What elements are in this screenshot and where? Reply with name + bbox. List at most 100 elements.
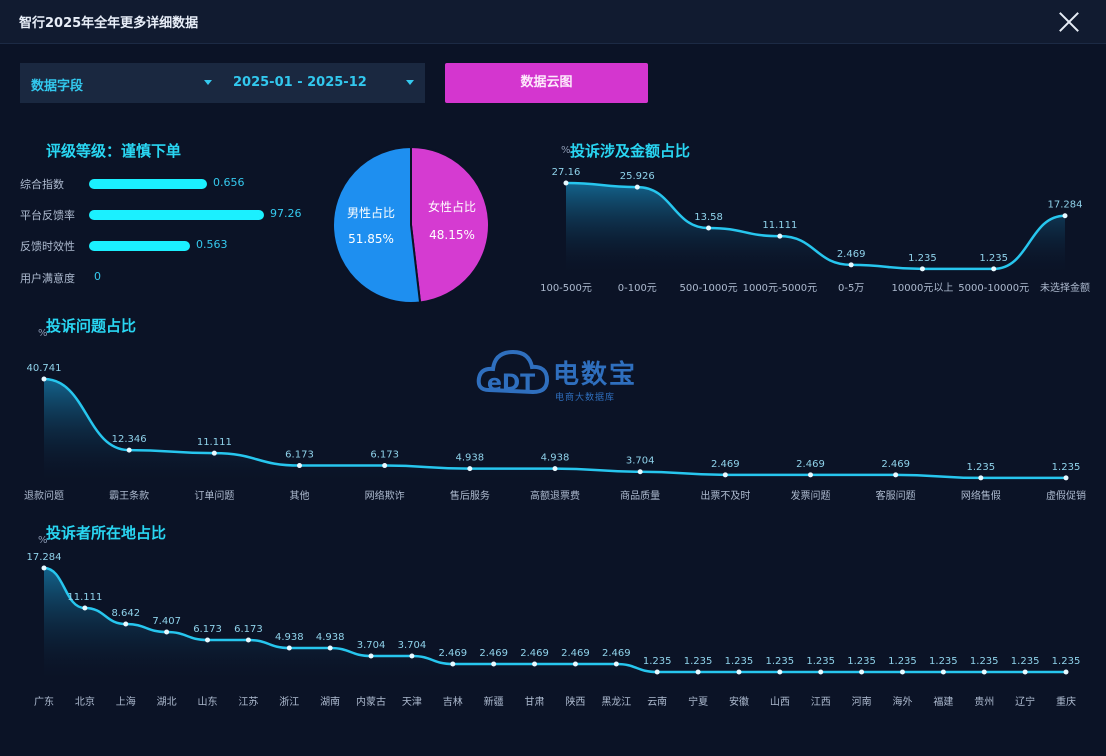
data-point — [164, 629, 170, 635]
data-label: 1.235 — [847, 656, 876, 667]
data-point — [126, 447, 132, 453]
x-tick-label: 湖南 — [320, 695, 340, 708]
data-label: 2.469 — [837, 249, 866, 260]
data-point — [991, 266, 997, 272]
data-label: 2.469 — [520, 648, 549, 659]
data-label: 1.235 — [1052, 462, 1081, 473]
x-tick-label: 天津 — [402, 696, 422, 708]
rating-label: 用户满意度 — [20, 272, 75, 285]
data-point — [777, 669, 783, 675]
data-point — [41, 376, 47, 382]
data-label: 2.469 — [796, 459, 825, 470]
x-tick-label: 广东 — [34, 695, 54, 708]
x-tick-label: 未选择金额 — [1040, 281, 1090, 294]
x-tick-label: 5000-10000元 — [958, 283, 1029, 294]
data-point — [808, 472, 813, 478]
field-select[interactable]: 数据字段 — [20, 63, 222, 103]
x-tick-label: 湖北 — [157, 696, 177, 708]
logo-subtitle: 电商大数据库 — [555, 393, 616, 403]
female-label: 女性占比 — [428, 199, 476, 214]
x-tick-label: 500-1000元 — [679, 283, 737, 294]
data-label: 1.235 — [1011, 656, 1040, 667]
data-point — [981, 669, 987, 675]
rating-bar — [89, 241, 190, 251]
data-label: 1.235 — [970, 656, 999, 667]
close-icon[interactable] — [1056, 9, 1082, 35]
data-label: 1.235 — [806, 656, 835, 667]
x-tick-label: 其他 — [290, 489, 310, 502]
x-tick-label: 退款问题 — [24, 489, 64, 502]
data-label: 13.58 — [694, 212, 723, 223]
rating-value: 97.26 — [270, 207, 302, 220]
data-point — [532, 661, 538, 667]
data-point — [467, 466, 473, 472]
data-point — [859, 669, 865, 675]
problem-chart-title: 投诉问题占比 — [46, 317, 137, 335]
rating-label: 平台反馈率 — [20, 209, 75, 222]
logo-brand: 电数宝 — [553, 360, 638, 390]
window-title: 智行2025年全年更多详细数据 — [19, 16, 199, 31]
rating-row: 平台反馈率 97.26 — [20, 207, 320, 222]
rating-value: 0 — [94, 270, 101, 283]
rating-row: 反馈时效性 0.563 — [20, 238, 320, 253]
data-label: 2.469 — [438, 648, 467, 659]
data-label: 1.235 — [1052, 656, 1081, 667]
data-label: 40.741 — [27, 363, 62, 374]
amount-chart-unit: % — [561, 145, 571, 156]
data-label: 17.284 — [1048, 200, 1083, 211]
data-label: 4.938 — [275, 632, 304, 643]
data-label: 3.704 — [357, 640, 386, 651]
location-chart-unit: % — [38, 535, 48, 546]
data-point — [695, 669, 701, 675]
data-point — [563, 180, 569, 186]
cloud-logo-icon: eDT — [476, 349, 550, 396]
data-label: 6.173 — [370, 450, 399, 461]
x-tick-label: 江苏 — [238, 695, 258, 708]
logo-mark: eDT — [487, 371, 535, 396]
field-select-label: 数据字段 — [31, 79, 84, 94]
x-tick-label: 宁夏 — [688, 695, 708, 708]
data-label: 1.235 — [888, 656, 917, 667]
x-tick-label: 海外 — [892, 695, 912, 708]
x-tick-label: 网络欺诈 — [365, 489, 405, 502]
data-point — [818, 669, 824, 675]
data-point — [41, 565, 47, 571]
data-label: 12.346 — [112, 434, 147, 445]
data-point — [450, 661, 456, 667]
data-point — [899, 669, 905, 675]
data-point — [297, 463, 302, 469]
data-label: 1.235 — [967, 462, 996, 473]
data-label: 25.926 — [620, 171, 655, 182]
data-point — [491, 661, 497, 667]
gender-pie-chart: 男性占比 51.85% 女性占比 48.15% — [332, 145, 490, 304]
x-tick-label: 福建 — [933, 695, 953, 708]
data-label: 1.235 — [979, 253, 1008, 264]
date-range-label: 2025-01 - 2025-12 — [233, 75, 367, 90]
male-pie-slice — [332, 145, 422, 304]
date-range-select[interactable]: 2025-01 - 2025-12 — [222, 63, 425, 103]
x-tick-label: 100-500元 — [540, 283, 592, 294]
x-tick-label: 江西 — [811, 696, 831, 708]
data-label: 6.173 — [285, 450, 314, 461]
data-label: 4.938 — [456, 453, 485, 464]
data-label: 11.111 — [67, 592, 102, 603]
amount-chart-title: 投诉涉及金额占比 — [570, 142, 691, 160]
rating-value: 0.656 — [213, 176, 245, 189]
male-value: 51.85% — [348, 232, 394, 246]
data-label: 3.704 — [626, 456, 655, 467]
x-tick-label: 重庆 — [1056, 695, 1076, 708]
rating-row: 综合指数 0.656 — [20, 176, 320, 191]
data-cloud-button[interactable]: 数据云图 — [445, 63, 648, 103]
data-point — [613, 661, 619, 667]
male-label: 男性占比 — [347, 205, 395, 220]
x-tick-label: 出票不及时 — [700, 489, 750, 502]
x-tick-label: 河南 — [852, 695, 872, 708]
data-point — [82, 605, 88, 611]
data-label: 2.469 — [602, 648, 631, 659]
data-label: 1.235 — [929, 656, 958, 667]
data-point — [245, 637, 251, 643]
x-tick-label: 贵州 — [974, 695, 994, 708]
x-tick-label: 订单问题 — [194, 489, 234, 502]
x-tick-label: 吉林 — [443, 695, 463, 708]
data-point — [382, 463, 388, 469]
